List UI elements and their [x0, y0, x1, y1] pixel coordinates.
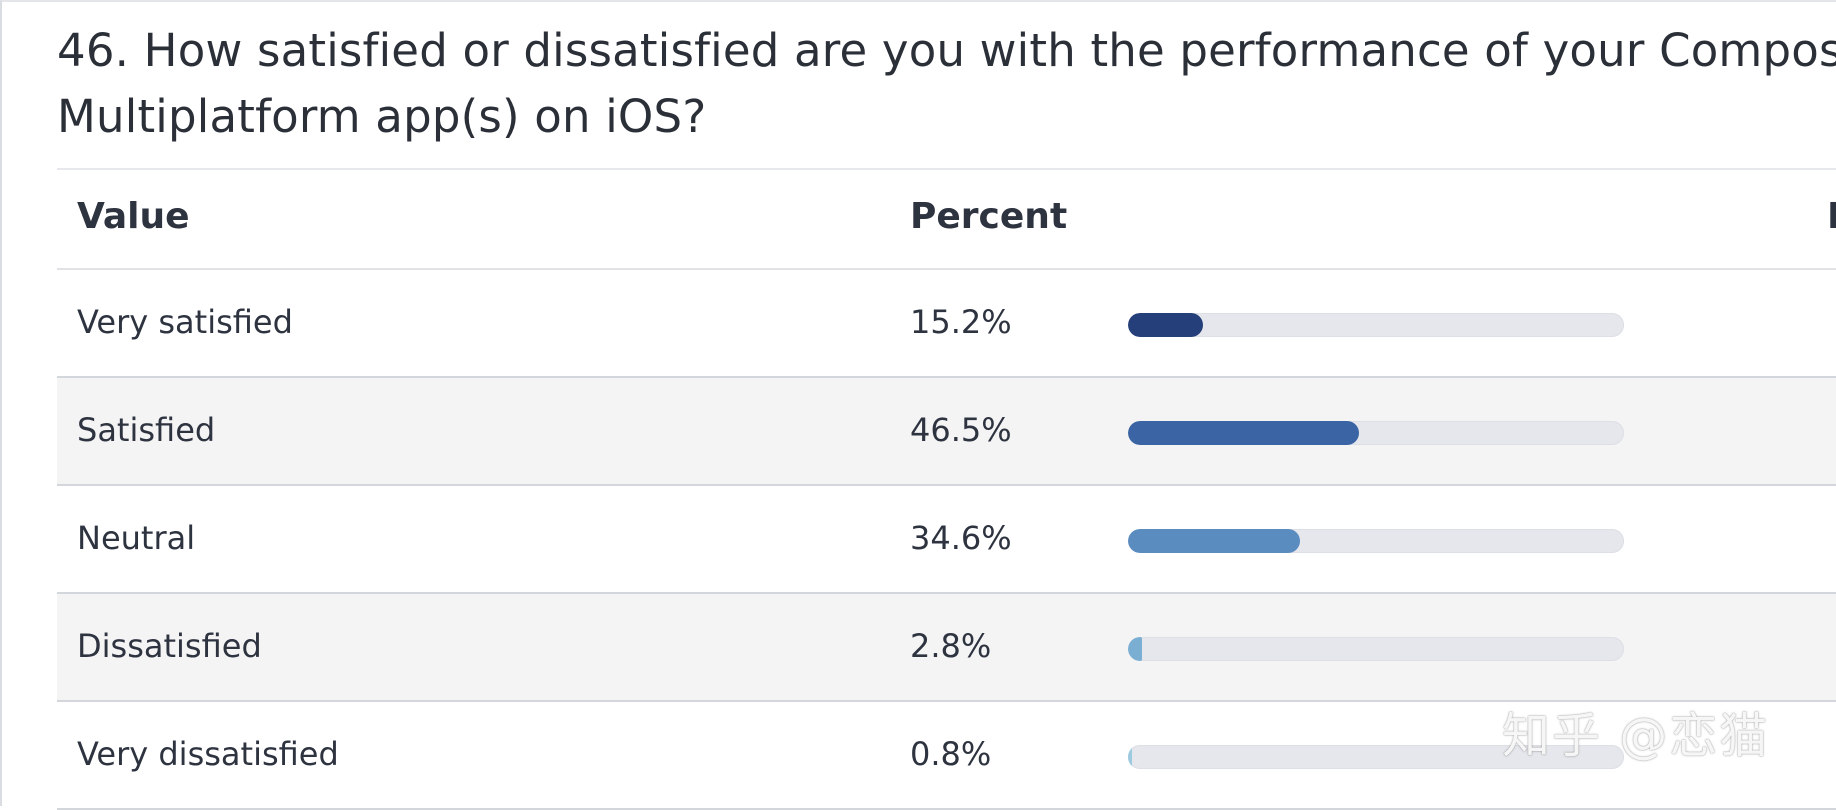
bar-track: [1128, 529, 1624, 553]
bar-track: [1128, 637, 1624, 661]
category-label: Dissatisfied: [77, 627, 262, 665]
percent-value: 46.5%: [910, 411, 1012, 449]
results-table: Value Percent I Very satisfied 15.2% Satis…: [57, 168, 1836, 810]
bar: [1128, 745, 1132, 769]
percent-value: 34.6%: [910, 519, 1012, 557]
percent-value: 15.2%: [910, 303, 1012, 341]
table-row: Neutral 34.6%: [57, 486, 1836, 594]
question-title: 46. How satisfied or dissatisfied are yo…: [57, 18, 1836, 150]
table-body: Very satisfied 15.2% Satisfied 46.5% Neutral…: [57, 270, 1836, 810]
bar: [1128, 529, 1300, 553]
category-label: Neutral: [77, 519, 196, 557]
table-header: Value Percent I: [57, 168, 1836, 270]
table-row: Dissatisfied 2.8%: [57, 594, 1836, 702]
category-label: Satisfied: [77, 411, 216, 449]
bar-track: [1128, 313, 1624, 337]
category-label: Very dissatisfied: [77, 735, 339, 773]
question-line-2: Multiplatform app(s) on iOS?: [57, 90, 707, 143]
bar: [1128, 313, 1204, 337]
question-line-1: 46. How satisfied or dissatisfied are yo…: [57, 24, 1836, 77]
header-percent: Percent: [910, 196, 1068, 237]
table-row: Satisfied 46.5%: [57, 378, 1836, 486]
category-label: Very satisfied: [77, 303, 293, 341]
table-row: Very satisfied 15.2%: [57, 270, 1836, 378]
bar: [1128, 637, 1142, 661]
bar-track: [1128, 421, 1624, 445]
bar-track: [1128, 745, 1624, 769]
bar: [1128, 421, 1359, 445]
header-clipped: I: [1827, 196, 1836, 237]
watermark: 知乎 @恋猫: [1502, 708, 1770, 764]
percent-value: 0.8%: [910, 735, 992, 773]
percent-value: 2.8%: [910, 627, 992, 665]
header-value: Value: [77, 196, 190, 237]
